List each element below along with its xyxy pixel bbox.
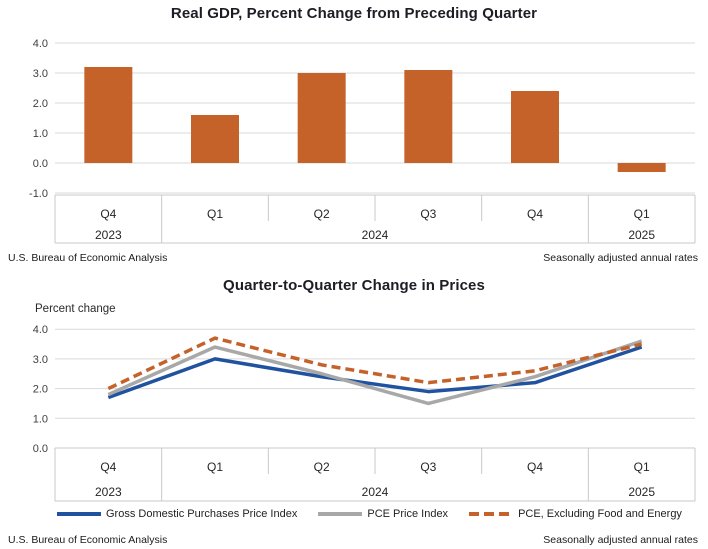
series-line-solid <box>107 345 643 400</box>
bar <box>297 73 346 163</box>
prices-line-plot: 0.0 1.0 2.0 3.0 4.0 Q4 Q1 Q2 Q3 Q4 Q1 2023 2024 2025 <box>33 324 696 502</box>
year-label: 2025 <box>628 228 655 242</box>
category-label: Q1 <box>207 207 223 221</box>
y-tick-label: 4.0 <box>33 38 48 50</box>
prices-source-row: U.S. Bureau of Economic Analysis Seasona… <box>8 534 698 546</box>
category-label: Q1 <box>634 207 650 221</box>
y-tick-label: 2.0 <box>33 384 48 396</box>
category-label: Q4 <box>527 460 543 474</box>
y-tick-label: 4.0 <box>33 324 48 336</box>
orange-dashed-line-swatch <box>469 512 514 516</box>
bar <box>84 67 133 163</box>
series-line-solid <box>107 339 643 406</box>
prices-source-right: Seasonally adjusted annual rates <box>543 534 698 546</box>
bar <box>191 115 239 163</box>
y-tick-label: 1.0 <box>33 413 48 425</box>
category-label: Q2 <box>314 207 330 221</box>
bar <box>617 163 666 172</box>
category-label: Q1 <box>634 460 650 474</box>
year-label: 2025 <box>628 485 655 499</box>
year-label: 2024 <box>362 485 389 499</box>
bar <box>511 91 559 163</box>
legend-item-gross-domestic-purchases: Gross Domestic Purchases Price Index <box>57 508 297 520</box>
prices-y-axis-label: Percent change <box>35 303 116 315</box>
legend-item-pce-ex-food-energy: PCE, Excluding Food and Energy <box>469 508 682 520</box>
category-label: Q2 <box>314 460 330 474</box>
gdp-source-left: U.S. Bureau of Economic Analysis <box>8 252 168 264</box>
category-label: Q3 <box>420 460 436 474</box>
prices-source-left: U.S. Bureau of Economic Analysis <box>8 534 168 546</box>
blue-solid-line-swatch <box>57 512 101 516</box>
y-tick-label: 0.0 <box>33 443 48 455</box>
y-tick-label: 3.0 <box>33 68 48 80</box>
series-line-dashed <box>107 336 643 391</box>
gdp-chart-title: Real GDP, Percent Change from Preceding … <box>170 5 538 22</box>
year-label: 2023 <box>95 228 122 242</box>
y-tick-label: -1.0 <box>29 188 48 200</box>
category-label: Q1 <box>207 460 223 474</box>
bar <box>404 70 453 163</box>
y-tick-label: 1.0 <box>33 128 48 140</box>
legend-label: PCE Price Index <box>367 508 449 520</box>
legend-label: Gross Domestic Purchases Price Index <box>106 508 298 520</box>
y-tick-label: 0.0 <box>33 158 48 170</box>
category-label: Q4 <box>527 207 543 221</box>
gdp-source-right: Seasonally adjusted annual rates <box>543 252 698 264</box>
prices-chart-title: Quarter-to-Quarter Change in Prices <box>223 277 485 294</box>
y-tick-label: 2.0 <box>33 98 48 110</box>
legend-label: PCE, Excluding Food and Energy <box>518 508 682 520</box>
year-label: 2024 <box>362 228 389 242</box>
gdp-source-row: U.S. Bureau of Economic Analysis Seasona… <box>8 252 698 264</box>
gray-solid-line-swatch <box>318 512 363 516</box>
category-label: Q3 <box>420 207 436 221</box>
category-label: Q4 <box>100 207 116 221</box>
prices-legend: Gross Domestic Purchases Price Index PCE… <box>57 508 700 520</box>
year-label: 2023 <box>95 485 122 499</box>
legend-item-pce-price-index: PCE Price Index <box>318 508 448 520</box>
y-tick-label: 3.0 <box>33 354 48 366</box>
category-label: Q4 <box>100 460 116 474</box>
gdp-bar-plot: -1.0 0.0 1.0 2.0 3.0 4.0 Q4 Q1 Q2 Q3 Q4 Q1 2023 2024 2… <box>29 38 696 244</box>
